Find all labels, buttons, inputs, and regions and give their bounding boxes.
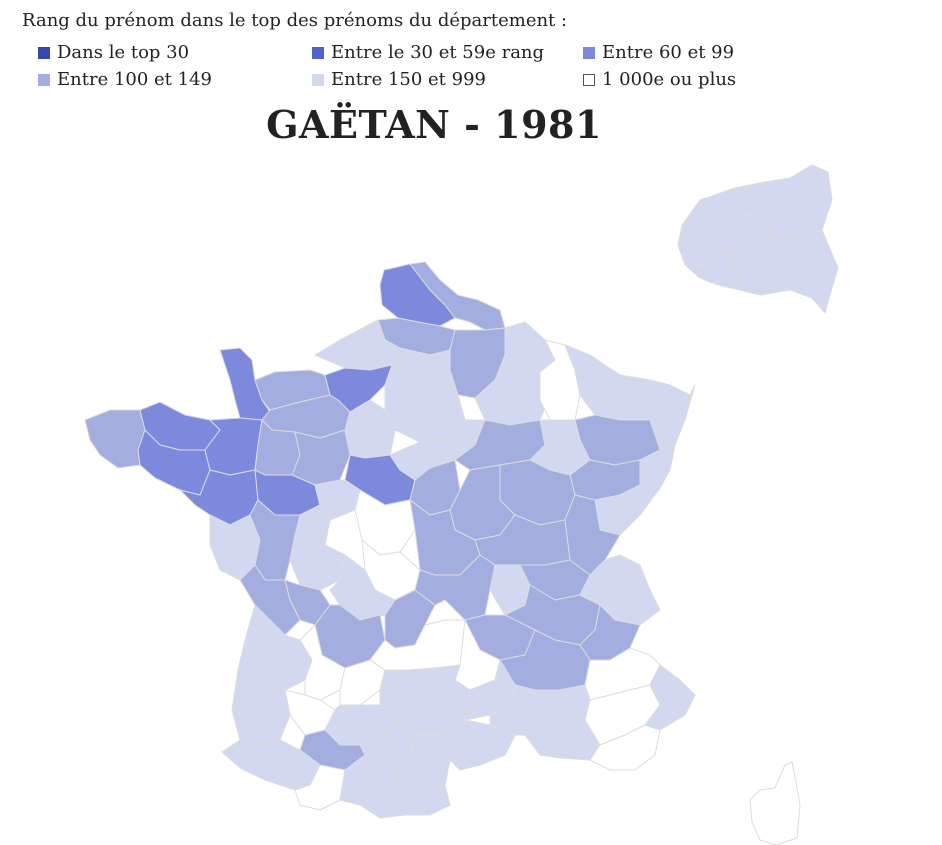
inset-val-de-marne: [724, 229, 839, 314]
legend-item-30-59: Entre le 30 et 59e rang: [312, 42, 544, 63]
legend-item-60-99: Entre 60 et 99: [583, 42, 734, 63]
dept-alpes-maritimes: [644, 664, 696, 731]
dept-var: [589, 724, 661, 771]
dept-dordogne: [299, 624, 346, 701]
legend-swatch: [38, 46, 50, 59]
legend-label: Dans le top 30: [57, 42, 190, 63]
legend-label: Entre 100 et 149: [57, 69, 212, 90]
legend-item-100-149: Entre 100 et 149: [38, 69, 212, 90]
legend-title: Rang du prénom dans le top des prénoms d…: [22, 10, 568, 31]
dept-vaucluse: [534, 684, 591, 721]
dept-finistere: [84, 409, 146, 469]
dept-marne: [474, 354, 549, 426]
inset-val-de-marne-west: [684, 249, 741, 291]
legend-swatch: [38, 73, 50, 86]
legend-swatch: [312, 73, 324, 86]
legend-item-top30: Dans le top 30: [38, 42, 189, 63]
legend-swatch: [583, 73, 595, 86]
legend-swatch: [583, 46, 595, 59]
legend-item-1000-plus: 1 000e ou plus: [583, 69, 736, 90]
paris-inset: [677, 164, 839, 314]
legend-label: 1 000e ou plus: [602, 69, 737, 90]
dept-sarthe: [291, 429, 351, 486]
legend-item-150-999: Entre 150 et 999: [312, 69, 486, 90]
legend-swatch: [312, 46, 324, 59]
legend-label: Entre le 30 et 59e rang: [331, 42, 545, 63]
legend-label: Entre 60 et 99: [602, 42, 735, 63]
dept-pyrenees-orientales: [404, 784, 451, 816]
legend-label: Entre 150 et 999: [331, 69, 486, 90]
dept-herault: [439, 719, 516, 771]
dept-loir-et-cher: [314, 479, 361, 521]
dept-corse: [749, 761, 801, 845]
map-title: GAËTAN - 1981: [266, 102, 602, 147]
